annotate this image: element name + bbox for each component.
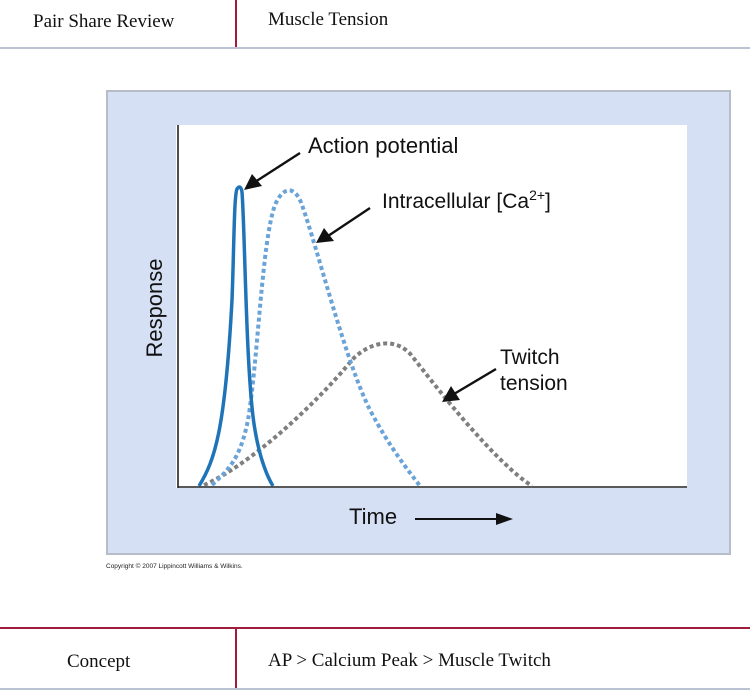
copyright-note: Copyright © 2007 Lippincott Williams & W… [106,563,243,570]
calcium-label: Intracellular [Ca2+] [382,187,551,213]
footer-right-label: AP > Calcium Peak > Muscle Twitch [268,650,551,671]
action-potential-arrowhead [244,174,262,190]
twitch-arrow [453,367,497,396]
action-potential-label: Action potential [308,133,458,158]
footer-left-cell: Concept [0,629,237,688]
time-arrowhead [496,513,513,525]
x-axis-label: Time [349,504,397,529]
footer-bar: Concept AP > Calcium Peak > Muscle Twitc… [0,627,750,690]
twitch-tension-curve [203,341,534,488]
header-bar: Pair Share Review Muscle Tension [0,0,750,49]
calcium-label-prefix: Intracellular [Ca [382,190,529,213]
action-potential-curve [197,185,275,487]
action-potential-arrow [254,151,301,184]
calcium-label-superscript: 2+ [529,187,545,203]
calcium-arrowhead [316,228,334,243]
twitch-arrowhead [442,386,460,402]
header-right-label: Muscle Tension [268,9,389,30]
header-left-cell: Pair Share Review [0,0,237,47]
calcium-label-suffix: ] [545,190,551,213]
header-left-label: Pair Share Review [33,11,175,32]
calcium-curve [210,188,422,488]
calcium-arrow [327,207,371,237]
twitch-label-line1: Twitch [500,346,560,369]
footer-left-label: Concept [67,651,131,672]
twitch-label-line2: tension [500,372,568,395]
y-axis-label: Response [142,258,167,357]
